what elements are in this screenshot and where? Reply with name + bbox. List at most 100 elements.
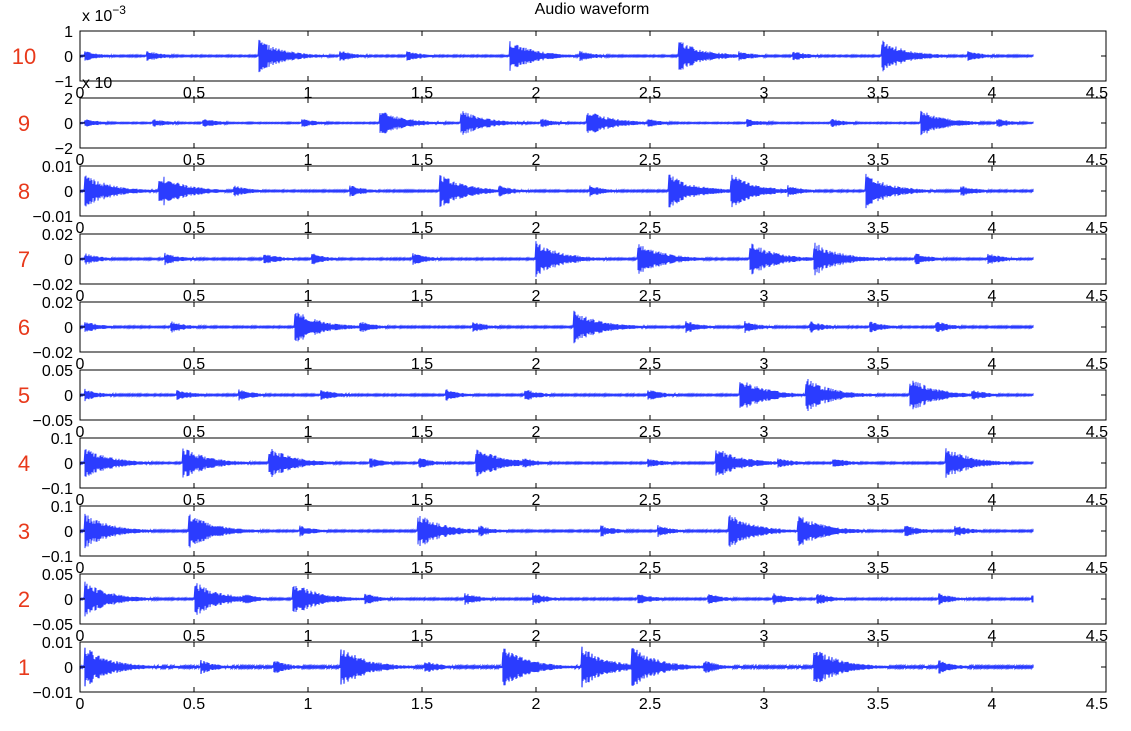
- y-tick-label: −0.1: [41, 549, 73, 566]
- x-tick-label: 3: [760, 492, 769, 509]
- x-tick-label: 3.5: [867, 560, 889, 577]
- x-tick-label: 3.5: [867, 220, 889, 237]
- x-tick-label: 2.5: [639, 152, 661, 169]
- waveform-panel-10: 10−10 0.5 1 1.5 2 2.5 3 3.5 4 4.5x 10−310: [12, 3, 1108, 102]
- y-tick-label: 0: [64, 388, 73, 405]
- y-tick-label: 0.01: [42, 159, 73, 176]
- band-label: 2: [18, 587, 30, 612]
- x-tick-label: 0: [76, 424, 85, 441]
- y-tick-label: −0.02: [33, 277, 74, 294]
- x-tick-label: 4.5: [1086, 85, 1108, 102]
- x-tick-label: 2: [532, 356, 541, 373]
- y-tick-label: −2: [55, 141, 73, 158]
- x-tick-label: 0.5: [183, 152, 205, 169]
- y-tick-label: 0: [64, 252, 73, 269]
- x-tick-label: 0: [76, 696, 85, 713]
- x-tick-label: 4.5: [1086, 288, 1108, 305]
- x-tick-label: 4.5: [1086, 560, 1108, 577]
- waveform-trace: [79, 110, 1034, 136]
- x-tick-label: 1: [304, 628, 313, 645]
- waveform-trace: [79, 646, 1034, 688]
- axis-multiplier: x 10−3: [82, 3, 126, 25]
- x-tick-label: 4.5: [1086, 356, 1108, 373]
- x-tick-label: 3.5: [867, 288, 889, 305]
- waveform-panel-3: 0.10−0.10 0.5 1 1.5 2 2.5 3 3.5 4 4.53: [18, 499, 1108, 577]
- x-tick-label: 3: [760, 152, 769, 169]
- x-tick-label: 0: [76, 628, 85, 645]
- x-tick-label: 3: [760, 560, 769, 577]
- x-tick-label: 0.5: [183, 696, 205, 713]
- x-tick-label: 3.5: [867, 424, 889, 441]
- x-tick-label: 0: [76, 220, 85, 237]
- x-tick-label: 1: [304, 152, 313, 169]
- x-tick-label: 4: [988, 152, 997, 169]
- y-tick-label: 0.05: [42, 567, 73, 584]
- x-tick-label: 4: [988, 220, 997, 237]
- x-tick-label: 2: [532, 628, 541, 645]
- y-tick-label: 0: [64, 116, 73, 133]
- x-tick-label: 1.5: [411, 628, 433, 645]
- y-tick-label: 0.02: [42, 295, 73, 312]
- x-tick-label: 3: [760, 424, 769, 441]
- y-tick-label: 0: [64, 660, 73, 677]
- x-tick-label: 3.5: [867, 356, 889, 373]
- y-tick-label: −0.01: [33, 685, 74, 702]
- x-tick-label: 4.5: [1086, 628, 1108, 645]
- x-tick-label: 4.5: [1086, 424, 1108, 441]
- y-tick-label: −1: [55, 74, 73, 91]
- waveform-panel-8: 0.010−0.010 0.5 1 1.5 2 2.5 3 3.5 4 4.58: [18, 159, 1108, 237]
- x-tick-label: 3.5: [867, 492, 889, 509]
- x-tick-label: 4: [988, 628, 997, 645]
- y-tick-label: −0.1: [41, 481, 73, 498]
- x-tick-label: 1: [304, 560, 313, 577]
- x-tick-label: 2.5: [639, 560, 661, 577]
- waveform-panel-5: 0.050−0.050 0.5 1 1.5 2 2.5 3 3.5 4 4.55: [18, 363, 1108, 441]
- x-tick-label: 0.5: [183, 424, 205, 441]
- y-tick-label: 0: [64, 49, 73, 66]
- waveform-panel-1: 0.010−0.010 0.5 1 1.5 2 2.5 3 3.5 4 4.51: [18, 635, 1108, 713]
- waveform-trace: [79, 581, 1034, 617]
- x-tick-label: 2.5: [639, 424, 661, 441]
- waveform-trace: [79, 173, 1034, 209]
- y-tick-label: 2: [64, 91, 73, 108]
- x-tick-label: 2: [532, 492, 541, 509]
- waveform-trace: [79, 39, 1034, 73]
- x-tick-label: 2: [532, 424, 541, 441]
- x-tick-label: 1.5: [411, 356, 433, 373]
- x-tick-label: 0: [76, 288, 85, 305]
- x-tick-label: 0: [76, 560, 85, 577]
- x-tick-label: 3: [760, 220, 769, 237]
- x-tick-label: 1: [304, 492, 313, 509]
- x-tick-label: 3: [760, 696, 769, 713]
- x-tick-label: 1.5: [411, 560, 433, 577]
- x-tick-label: 3: [760, 288, 769, 305]
- waveform-panel-7: 0.020−0.020 0.5 1 1.5 2 2.5 3 3.5 4 4.57: [18, 227, 1108, 305]
- x-tick-label: 2.5: [639, 356, 661, 373]
- waveform-trace: [79, 513, 1034, 549]
- x-tick-label: 4: [988, 424, 997, 441]
- y-tick-label: −0.05: [33, 413, 74, 430]
- band-label: 8: [18, 179, 30, 204]
- x-tick-label: 4.5: [1086, 492, 1108, 509]
- y-tick-label: 0: [64, 592, 73, 609]
- waveform-trace: [79, 241, 1034, 277]
- x-tick-label: 2.5: [639, 492, 661, 509]
- axis-multiplier: x 10: [82, 75, 112, 92]
- x-tick-label: 1.5: [411, 220, 433, 237]
- x-tick-label: 4: [988, 356, 997, 373]
- x-tick-label: 2: [532, 696, 541, 713]
- waveform-panel-2: 0.050−0.050 0.5 1 1.5 2 2.5 3 3.5 4 4.52: [18, 567, 1108, 645]
- x-tick-label: 2: [532, 560, 541, 577]
- x-tick-label: 2: [532, 288, 541, 305]
- x-tick-label: 1.5: [411, 152, 433, 169]
- x-tick-label: 2.5: [639, 220, 661, 237]
- band-label: 4: [18, 451, 30, 476]
- x-tick-label: 0.5: [183, 356, 205, 373]
- band-label: 10: [12, 44, 36, 69]
- x-tick-label: 4.5: [1086, 220, 1108, 237]
- y-tick-label: 0: [64, 184, 73, 201]
- waveform-panel-6: 0.020−0.020 0.5 1 1.5 2 2.5 3 3.5 4 4.56: [18, 295, 1108, 373]
- x-tick-label: 0: [76, 85, 85, 102]
